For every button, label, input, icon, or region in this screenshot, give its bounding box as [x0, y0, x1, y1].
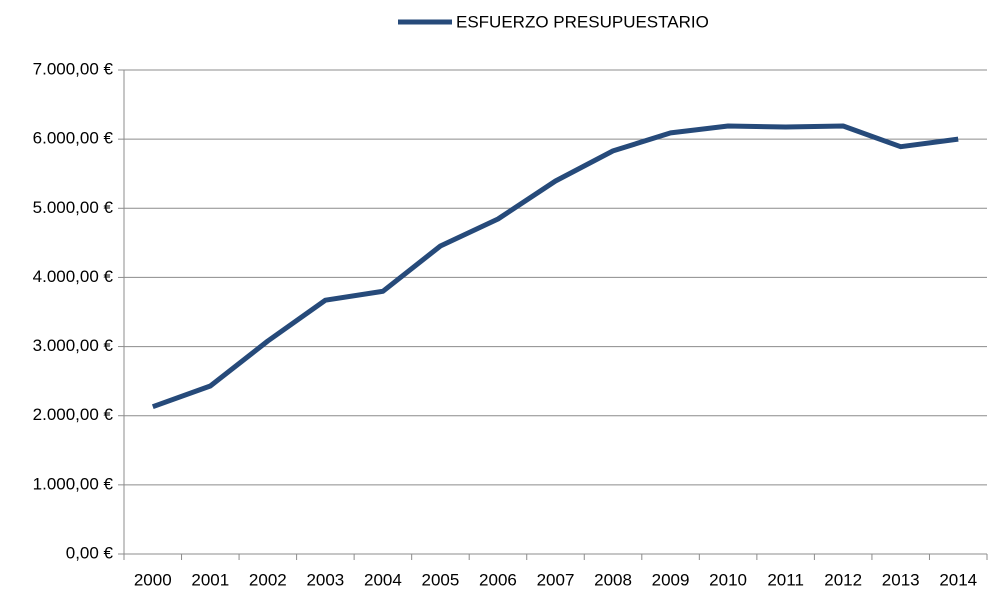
data-line	[151, 123, 959, 410]
y-tick-label: 3.000,00 €	[33, 336, 114, 355]
x-tick-label: 2005	[422, 570, 460, 589]
x-tick-label: 2002	[249, 570, 287, 589]
x-tick-label: 2011	[767, 570, 804, 589]
x-tick-label: 2012	[824, 570, 862, 589]
y-tick-label: 6.000,00 €	[33, 129, 114, 148]
y-tick-label: 0,00 €	[66, 543, 114, 562]
y-tick-label: 7.000,00 €	[33, 59, 114, 78]
x-tick-label: 2008	[594, 570, 632, 589]
x-tick-label: 2013	[882, 570, 920, 589]
x-tick-label: 2004	[364, 570, 402, 589]
x-tick-label: 2000	[134, 570, 172, 589]
x-tick-label: 2010	[709, 570, 747, 589]
y-tick-label: 5.000,00 €	[33, 198, 114, 217]
x-tick-label: 2006	[479, 570, 517, 589]
x-tick-label: 2003	[306, 570, 344, 589]
x-tick-label: 2009	[652, 570, 690, 589]
y-tick-label: 4.000,00 €	[33, 267, 114, 286]
x-tick-label: 2014	[939, 570, 977, 589]
x-tick-label: 2001	[191, 570, 229, 589]
x-tick-label: 2007	[537, 570, 575, 589]
legend-label: ESFUERZO PRESUPUESTARIO	[456, 12, 709, 31]
y-tick-label: 1.000,00 €	[33, 474, 114, 493]
y-tick-label: 2.000,00 €	[33, 405, 114, 424]
